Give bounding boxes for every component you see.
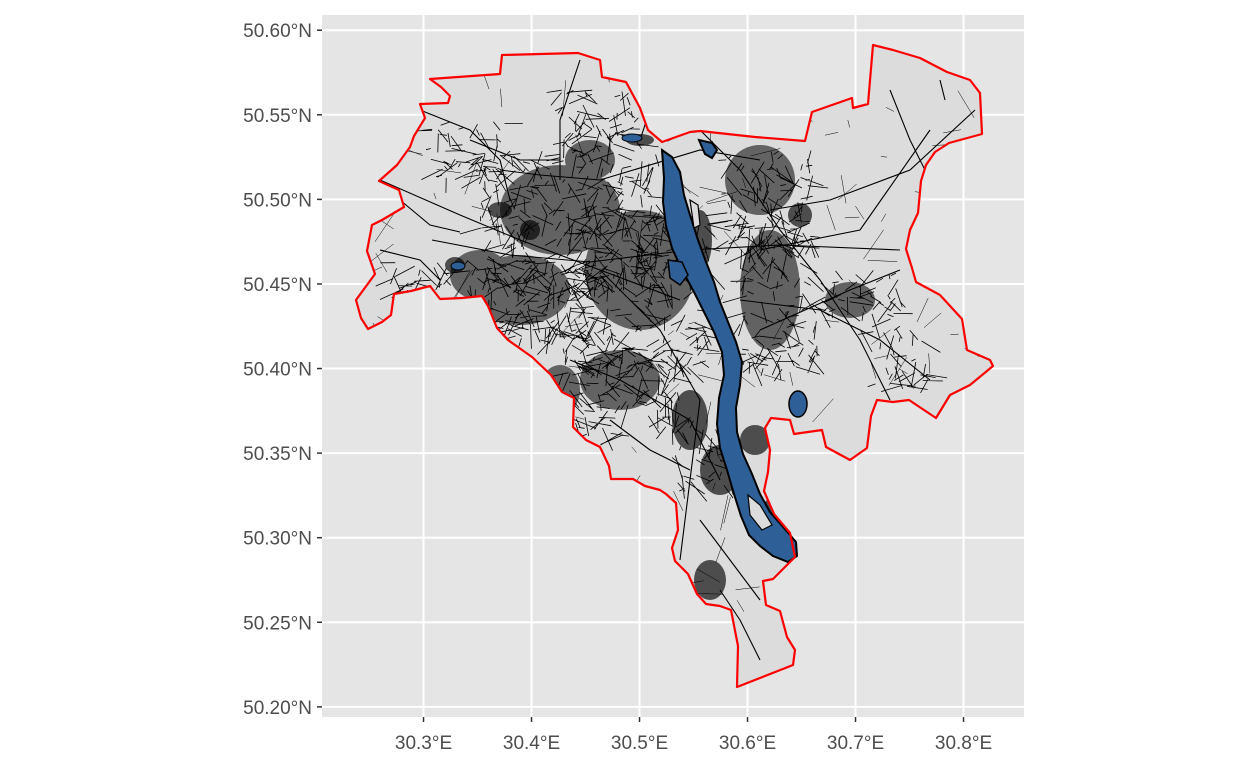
river-dnipro (450, 133, 808, 564)
building-area (740, 425, 770, 455)
x-tick-label: 30.6°E (719, 733, 776, 754)
x-tick-label: 30.4°E (503, 733, 560, 754)
y-tick-label: 50.40°N (243, 360, 312, 381)
x-tick-label: 30.8°E (935, 733, 992, 754)
x-tick-label: 30.7°E (827, 733, 884, 754)
y-axis: 50.60°N 50.55°N 50.50°N 50.45°N 50.40°N 50.35… (243, 21, 322, 719)
y-tick-label: 50.35°N (243, 444, 312, 465)
y-tick-label: 50.25°N (243, 613, 312, 634)
y-tick-label: 50.50°N (243, 190, 312, 211)
y-tick-label: 50.45°N (243, 275, 312, 296)
dense-neighborhoods (450, 140, 875, 415)
y-tick-label: 50.60°N (243, 21, 312, 42)
city-boundary (354, 43, 995, 689)
y-tick-label: 50.55°N (243, 106, 312, 127)
x-tick-label: 30.3°E (395, 733, 452, 754)
building-area (694, 560, 726, 600)
y-tick-label: 50.30°N (243, 529, 312, 550)
x-axis: 30.3°E 30.4°E 30.5°E 30.6°E 30.7°E 30.8°E (395, 717, 992, 754)
y-tick-label: 50.20°N (243, 698, 312, 719)
x-tick-label: 30.5°E (611, 733, 668, 754)
